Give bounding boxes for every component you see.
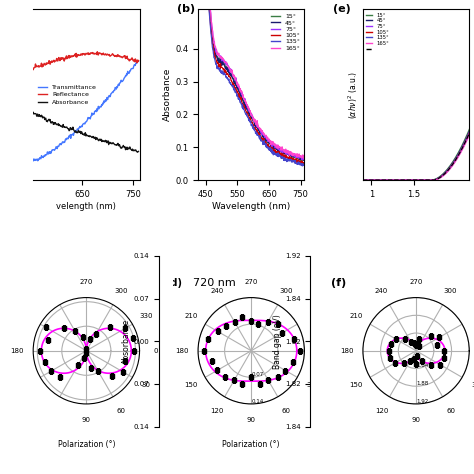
Y-axis label: Absorbance: Absorbance xyxy=(121,319,130,364)
Point xyxy=(106,323,114,331)
Point xyxy=(129,335,137,342)
Point xyxy=(221,373,229,381)
Legend: 15°, 45°, 75°, 105°, 135°, 165°: 15°, 45°, 75°, 105°, 135°, 165° xyxy=(270,13,301,52)
Point xyxy=(392,359,399,366)
Point xyxy=(208,357,216,365)
Point xyxy=(401,336,409,343)
Point xyxy=(278,329,286,337)
Point xyxy=(415,335,423,343)
Text: (e): (e) xyxy=(333,4,351,14)
Point xyxy=(412,341,420,348)
Point xyxy=(418,357,426,365)
Point xyxy=(274,374,282,381)
Point xyxy=(214,328,221,335)
Point xyxy=(122,357,129,365)
Y-axis label: Band gap (eV): Band gap (eV) xyxy=(273,314,283,369)
Point xyxy=(410,339,418,346)
Point xyxy=(291,336,298,343)
Point xyxy=(437,361,444,369)
Point xyxy=(400,359,407,367)
Point xyxy=(410,355,418,363)
Point xyxy=(392,336,400,343)
Point xyxy=(435,334,443,341)
Point xyxy=(223,322,230,330)
Point xyxy=(74,361,82,369)
Point xyxy=(71,327,79,335)
Point xyxy=(412,360,420,368)
X-axis label: velength (nm): velength (nm) xyxy=(56,201,116,210)
Point xyxy=(238,381,246,388)
Point xyxy=(264,377,272,384)
Point xyxy=(79,333,87,341)
Point xyxy=(87,364,95,372)
Point xyxy=(47,367,55,375)
Point xyxy=(231,318,238,326)
Point xyxy=(86,335,93,343)
Y-axis label: Absorbance: Absorbance xyxy=(163,68,172,121)
Y-axis label: $(\alpha h\nu)^2$ (a.u.): $(\alpha h\nu)^2$ (a.u.) xyxy=(346,71,360,119)
Point xyxy=(440,355,448,362)
Point xyxy=(414,352,421,360)
X-axis label: Wavelength (nm): Wavelength (nm) xyxy=(212,201,291,210)
Point xyxy=(56,373,64,381)
Point xyxy=(41,358,48,366)
Point xyxy=(247,374,255,381)
Point xyxy=(255,320,262,328)
Point xyxy=(406,357,414,365)
Point xyxy=(264,318,272,326)
Point xyxy=(433,341,441,349)
Point xyxy=(274,320,282,328)
Point xyxy=(427,362,435,369)
Point xyxy=(44,337,52,344)
Point xyxy=(238,313,246,320)
Point xyxy=(204,336,212,343)
Point xyxy=(60,324,67,332)
Point xyxy=(386,354,394,362)
Point xyxy=(385,347,392,355)
Point xyxy=(427,332,435,340)
Text: 720 nm: 720 nm xyxy=(193,278,236,289)
X-axis label: Polarization (°): Polarization (°) xyxy=(58,439,115,448)
Point xyxy=(82,346,90,353)
Point xyxy=(130,347,137,355)
Point xyxy=(94,368,102,375)
Point xyxy=(81,354,88,362)
X-axis label: Polarization (°): Polarization (°) xyxy=(222,439,280,448)
Point xyxy=(247,317,255,325)
Point xyxy=(36,347,44,355)
Point xyxy=(407,338,415,346)
Text: (d): (d) xyxy=(166,278,182,289)
Point xyxy=(200,347,208,355)
Legend: 15°, 45°, 75°, 105°, 135°, 165°, : 15°, 45°, 75°, 105°, 135°, 165°, xyxy=(365,12,390,52)
Point xyxy=(92,330,100,337)
Point xyxy=(230,376,238,384)
Point xyxy=(82,349,90,357)
Point xyxy=(119,368,127,375)
Point xyxy=(108,373,116,380)
Point xyxy=(440,347,448,355)
Point xyxy=(289,358,297,366)
Point xyxy=(387,340,395,348)
Point xyxy=(213,367,221,374)
Point xyxy=(256,380,264,387)
Point xyxy=(42,323,49,331)
Point xyxy=(415,343,422,350)
Point xyxy=(122,324,129,332)
Point xyxy=(282,367,289,374)
Point xyxy=(297,347,304,355)
Legend: Transmittance, Reflectance, Absorbance: Transmittance, Reflectance, Absorbance xyxy=(36,83,98,106)
Text: (f): (f) xyxy=(331,278,346,289)
Text: (b): (b) xyxy=(177,4,195,14)
